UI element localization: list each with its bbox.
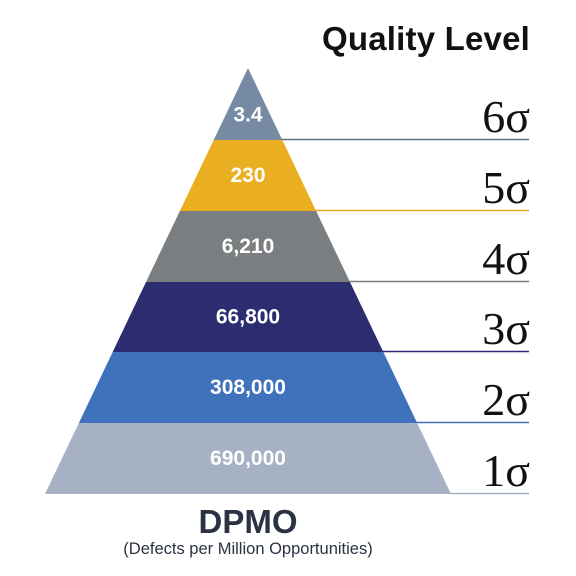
- quality-level-heading: Quality Level: [321, 20, 530, 57]
- dpmo-title: DPMO: [198, 503, 298, 540]
- sigma-level-label: 4σ: [482, 233, 530, 284]
- pyramid-layer-3sigma: [112, 282, 384, 352]
- dpmo-value-label: 308,000: [210, 376, 286, 399]
- pyramid-layer-6sigma: [213, 68, 283, 140]
- dpmo-value-label: 3.4: [233, 104, 263, 127]
- dpmo-value-label: 690,000: [210, 447, 286, 470]
- pyramid-layer-2sigma: [78, 352, 418, 423]
- dpmo-value-label: 230: [230, 164, 265, 187]
- pyramid-layer-1sigma: [45, 423, 451, 494]
- dpmo-subtitle: (Defects per Million Opportunities): [123, 540, 373, 558]
- sigma-level-label: 2σ: [482, 374, 530, 425]
- sigma-level-label: 3σ: [482, 303, 530, 354]
- dpmo-value-label: 6,210: [222, 235, 275, 258]
- sigma-level-label: 6σ: [482, 91, 530, 142]
- sigma-level-label: 1σ: [482, 445, 530, 496]
- sigma-level-label: 5σ: [482, 162, 530, 213]
- pyramid-layer-5sigma: [179, 140, 317, 211]
- dpmo-value-label: 66,800: [216, 306, 280, 329]
- pyramid-layer-4sigma: [146, 211, 350, 282]
